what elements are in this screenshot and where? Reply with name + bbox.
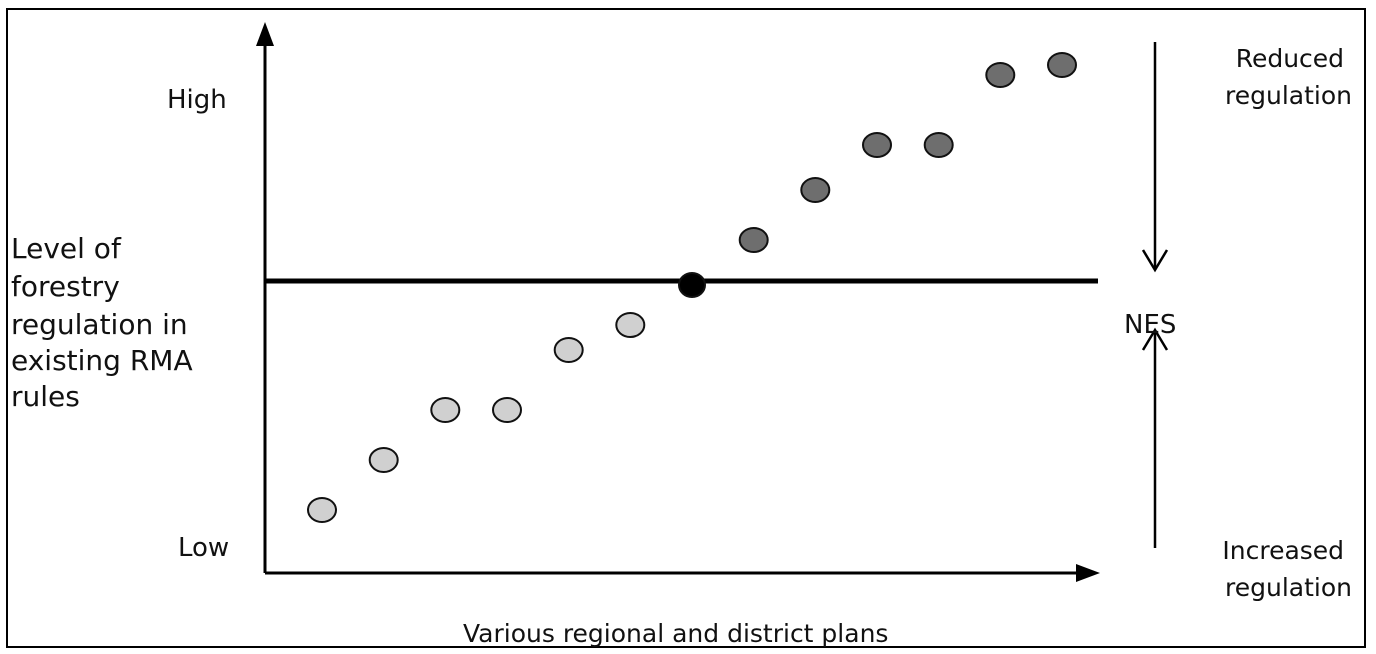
increased-regulation-arrowhead bbox=[1141, 327, 1169, 351]
plan-point bbox=[738, 227, 769, 253]
y-high-label: High bbox=[167, 85, 227, 115]
plan-point bbox=[1047, 52, 1077, 78]
nes-label: NES bbox=[1124, 310, 1176, 340]
reduced-regulation-label: Reduced regulation bbox=[1225, 44, 1352, 110]
plan-point bbox=[923, 132, 954, 158]
plan-point bbox=[492, 397, 522, 423]
nes-point bbox=[678, 272, 706, 298]
data-points bbox=[307, 52, 1077, 523]
x-axis-arrowhead bbox=[1076, 564, 1100, 582]
reduced-regulation-arrowhead bbox=[1141, 249, 1169, 273]
plan-point bbox=[800, 177, 831, 203]
diagram-frame bbox=[6, 8, 1366, 648]
plan-point bbox=[615, 312, 646, 338]
y-axis-title: Level of forestry regulation in existing… bbox=[11, 232, 202, 413]
y-axis-arrowhead bbox=[256, 22, 274, 46]
increased-regulation-label: Increased regulation bbox=[1222, 536, 1352, 602]
plan-point bbox=[430, 397, 461, 423]
y-low-label: Low bbox=[178, 533, 229, 563]
x-axis-title: Various regional and district plans bbox=[463, 619, 888, 648]
plan-point bbox=[307, 497, 337, 523]
plan-point bbox=[862, 132, 892, 158]
plan-point bbox=[985, 62, 1016, 88]
plan-point bbox=[368, 447, 399, 473]
plan-point bbox=[553, 337, 584, 363]
